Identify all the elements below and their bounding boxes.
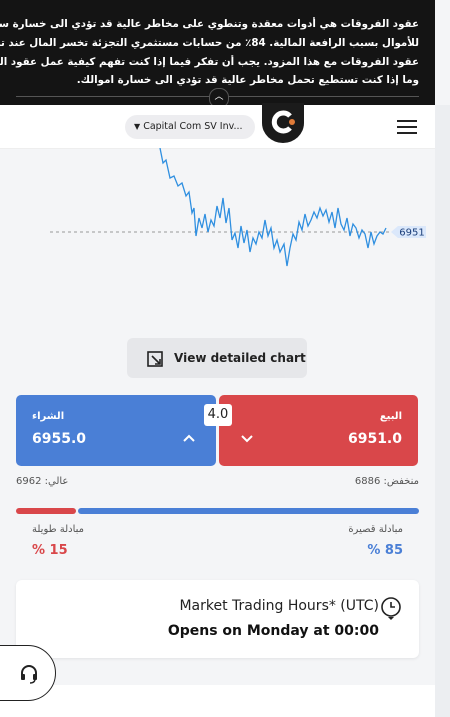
long-value: % 15 [32,543,68,558]
account-name: Capital Com SV Inv... [143,121,243,132]
day-high: عالي: 6962 [16,476,69,487]
clock-icon [381,597,401,620]
up-icon [183,434,195,442]
sell-label: البيع [379,411,402,422]
price-tag [391,226,426,238]
banner-line: وما إذا كنت تستطيع تحمل مخاطر عالية قد ت… [76,74,419,86]
buy-button[interactable]: الشراء 6955.0 [16,395,216,466]
support-button[interactable] [0,645,56,701]
buy-label: الشراء [32,411,65,422]
price-chart: 6951 [50,148,426,267]
day-low: منخفض: 6886 [354,476,419,487]
short-value: % 85 [367,543,403,558]
short-label: مبادلة قصيرة [348,524,403,535]
expand-icon [147,351,163,367]
banner-line: للأموال بسبب الرافعة المالية. 84٪ من حسا… [0,37,419,49]
price-line [159,148,387,267]
banner-line: عقود الفروقات مع هذا المزود. يجب أن تفكر… [0,56,419,68]
footer-strip [0,685,435,717]
view-chart-label: View detailed chart [174,351,306,365]
price-tag-label: 6951 [399,228,424,239]
hours-status: Opens on Monday at 00:00 [167,623,379,639]
down-icon [241,435,253,443]
sell-button[interactable]: البيع 6951.0 [219,395,418,466]
account-selector[interactable]: ▼ Capital Com SV Inv... [125,115,255,139]
long-bar [16,508,76,514]
logo [262,103,304,143]
short-bar [78,508,419,514]
risk-banner: عقود الفروقات هي أدوات معقدة وتنطوي على … [0,0,435,108]
scroll-track [435,105,450,717]
collapse-button[interactable]: ︿ [209,88,229,108]
long-label: مبادلة طويلة [32,524,85,535]
spread-badge: 4.0 [204,404,232,426]
menu-button[interactable] [397,120,417,134]
sell-price: 6951.0 [347,431,402,447]
hours-card: Market Trading Hours* (UTC) Opens on Mon… [16,580,419,658]
header: ▼ Capital Com SV Inv... [0,103,435,149]
hours-title: Market Trading Hours* (UTC) [179,598,379,614]
banner-line: عقود الفروقات هي أدوات معقدة وتنطوي على … [0,18,419,30]
buy-price: 6955.0 [32,431,87,447]
headset-icon [21,665,37,684]
view-chart-button[interactable]: View detailed chart [127,338,307,378]
